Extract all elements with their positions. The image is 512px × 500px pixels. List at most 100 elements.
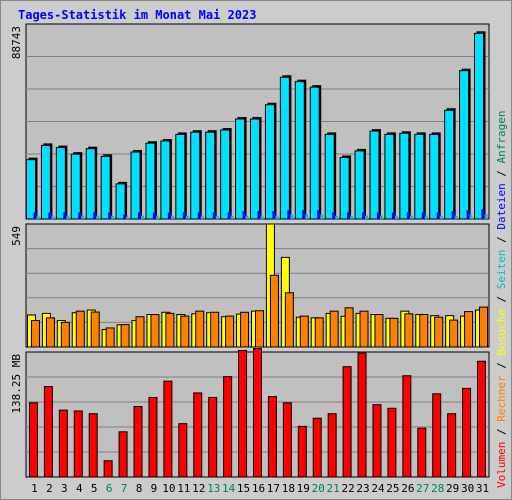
legend-volumen: Volumen [495,441,508,488]
rechner-bar [374,314,384,348]
anfragen-bar [55,147,66,220]
anfragen-bar [264,104,275,220]
dateien-bar [167,212,171,219]
rechner-bar [269,274,279,348]
x-tick-label: 25 [386,482,399,495]
dateien-bar [317,210,321,219]
x-tick-label: 30 [461,482,474,495]
dateien-bar [406,212,410,219]
anfragen-bar [294,81,305,220]
x-tick-label: 5 [91,482,98,495]
x-tick-label: 8 [136,482,143,495]
rechner-bar [240,311,250,348]
legend-separator: / [495,289,508,310]
seiten-bar [469,214,473,219]
anfragen-bar [309,86,320,220]
anfragen-bar [354,150,365,220]
rechner-bar [210,311,220,348]
anfragen-bar [369,130,380,220]
seiten-bar [170,215,174,219]
volumen-bar [103,460,113,478]
volumen-bar [372,404,382,478]
anfragen-bar [324,133,335,220]
volumen-bar [327,413,337,478]
seiten-bar [305,214,309,219]
visits-ymax-label: 549 [10,226,23,246]
x-tick-label: 18 [282,482,295,495]
volumen-bar [58,409,68,478]
x-tick-label: 13 [207,482,220,495]
x-tick-label: 14 [222,482,236,495]
seiten-bar [484,214,488,219]
volumen-bar [223,376,233,478]
anfragen-bar [70,153,81,220]
dateien-bar [212,212,216,219]
volumen-bar [133,405,143,478]
volumen-bar [402,375,412,478]
rechner-bar [165,312,175,348]
x-tick-label: 24 [371,482,385,495]
seiten-bar [379,215,383,219]
rechner-bar [404,313,414,348]
dateien-bar [182,212,186,219]
rechner-bar [329,310,339,348]
anfragen-bar [115,183,126,220]
volumen-bar [193,392,203,478]
volumen-bar [417,427,427,478]
seiten-bar [260,215,264,219]
seiten-bar [51,215,55,219]
volumen-bar [477,360,487,478]
x-tick-label: 26 [401,482,414,495]
rechner-bar [254,310,264,348]
seiten-bar [275,215,279,219]
x-tick-label: 1 [31,482,38,495]
dateien-bar [108,212,112,219]
legend-rechner: Rechner [495,375,508,422]
x-tick-label: 27 [416,482,429,495]
anfragen-bar [25,159,36,220]
x-tick-label: 23 [356,482,369,495]
dateien-bar [197,212,201,219]
volumen-bar [148,396,158,478]
volumen-bar [342,366,352,478]
legend-seiten: Seiten [495,249,508,290]
anfragen-bar [175,133,186,220]
dateien-bar [362,212,366,219]
seiten-bar [245,215,249,219]
volumen-bar [312,417,322,478]
volumen-bar [88,413,98,478]
seiten-bar [126,216,130,219]
rechner-bar [314,317,324,348]
rechner-bar [419,314,429,348]
volumen-bar [28,402,38,478]
seiten-bar [409,215,413,219]
seiten-bar [141,215,145,219]
volumen-bar [267,396,277,478]
volumen-bar [297,425,307,478]
seiten-bar [335,215,339,219]
rechner-bar [30,320,40,348]
volumen-bar [163,380,173,478]
volumen-bar [282,402,292,478]
x-tick-label: 9 [151,482,158,495]
seiten-bar [215,215,219,219]
rechner-bar [299,315,309,348]
x-tick-label: 31 [476,482,489,495]
requests-ymax-label: 88743 [10,26,23,59]
legend-dateien: Dateien [495,183,508,230]
rechner-bar [90,311,100,348]
anfragen-bar [249,118,260,220]
dateien-bar [272,211,276,219]
dateien-bar [421,212,425,219]
dateien-bar [123,214,127,219]
volume-ymax-label: 138.25 MB [10,354,23,414]
dateien-bar [347,212,351,219]
x-tick-label: 28 [431,482,444,495]
dateien-bar [451,211,455,219]
volumen-bar [462,387,472,478]
rechner-bar [60,321,70,348]
dateien-bar [138,212,142,219]
x-tick-label: 3 [61,482,68,495]
volumen-bar [73,410,83,478]
